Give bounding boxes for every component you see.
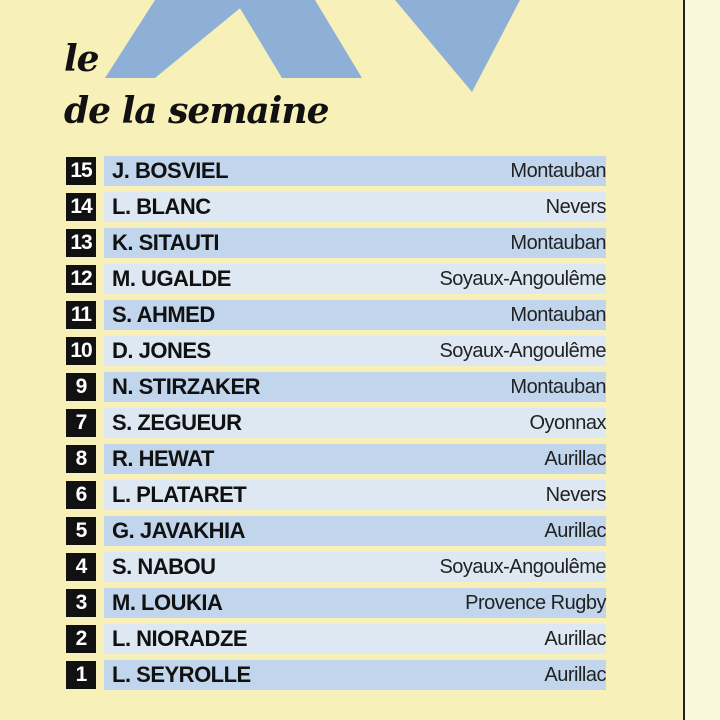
- player-bar: S. NABOU Soyaux-Angoulême: [104, 552, 606, 582]
- player-row: 8 R. HEWAT Aurillac: [66, 443, 606, 479]
- player-club: Soyaux-Angoulême: [439, 339, 606, 362]
- player-bar: S. AHMED Montauban: [104, 300, 606, 330]
- player-bar: K. SITAUTI Montauban: [104, 228, 606, 258]
- player-name: L. BLANC: [112, 194, 211, 219]
- player-bar: S. ZEGUEUR Oyonnax: [104, 408, 606, 438]
- player-bar: J. BOSVIEL Montauban: [104, 156, 606, 186]
- player-name: J. BOSVIEL: [112, 158, 229, 183]
- player-bar: M. UGALDE Soyaux-Angoulême: [104, 264, 606, 294]
- player-name: L. SEYROLLE: [112, 662, 251, 687]
- player-name: M. LOUKIA: [112, 590, 223, 615]
- player-name: G. JAVAKHIA: [112, 518, 246, 543]
- page-edge-strip: [685, 0, 720, 720]
- jersey-number-badge: 3: [66, 589, 96, 617]
- jersey-number-badge: 12: [66, 265, 96, 293]
- player-bar: G. JAVAKHIA Aurillac: [104, 516, 606, 546]
- logo-v-shape: [395, 0, 520, 92]
- player-row: 7 S. ZEGUEUR Oyonnax: [66, 407, 606, 443]
- player-row: 10 D. JONES Soyaux-Angoulême: [66, 335, 606, 371]
- jersey-number-badge: 5: [66, 517, 96, 545]
- player-name: K. SITAUTI: [112, 230, 220, 255]
- player-name: S. ZEGUEUR: [112, 410, 242, 435]
- player-row: 6 L. PLATARET Nevers: [66, 479, 607, 515]
- logo-x-left-stroke: [105, 0, 250, 78]
- player-club: Montauban: [510, 303, 606, 326]
- player-club: Aurillac: [544, 519, 606, 542]
- title-de-la-semaine: de la semaine: [64, 90, 329, 132]
- player-bar: N. STIRZAKER Montauban: [104, 372, 606, 402]
- player-bar: M. LOUKIA Provence Rugby: [104, 588, 606, 618]
- jersey-number-badge: 11: [66, 301, 96, 329]
- jersey-number-badge: 14: [66, 193, 96, 221]
- player-club: Aurillac: [544, 627, 606, 650]
- jersey-number-badge: 2: [66, 625, 96, 653]
- player-row: 9 N. STIRZAKER Montauban: [66, 371, 606, 407]
- player-name: M. UGALDE: [112, 266, 231, 291]
- player-club: Montauban: [510, 375, 606, 398]
- player-club: Nevers: [545, 483, 607, 506]
- player-name: D. JONES: [112, 338, 211, 363]
- jersey-number-badge: 8: [66, 445, 96, 473]
- jersey-number-badge: 15: [66, 157, 96, 185]
- jersey-number-badge: 4: [66, 553, 96, 581]
- player-row: 11 S. AHMED Montauban: [66, 299, 606, 335]
- player-club: Montauban: [510, 231, 606, 254]
- title-le: le: [64, 38, 100, 80]
- player-club: Soyaux-Angoulême: [439, 555, 606, 578]
- player-name: S. NABOU: [112, 554, 216, 579]
- player-bar: L. SEYROLLE Aurillac: [104, 660, 606, 690]
- jersey-number-badge: 10: [66, 337, 96, 365]
- player-name: R. HEWAT: [112, 446, 214, 471]
- player-name: S. AHMED: [112, 302, 215, 327]
- page-divider-line: [683, 0, 685, 720]
- player-row: 15 J. BOSVIEL Montauban: [66, 155, 606, 191]
- player-bar: L. BLANC Nevers: [104, 192, 607, 222]
- player-row: 13 K. SITAUTI Montauban: [66, 227, 606, 263]
- jersey-number-badge: 9: [66, 373, 96, 401]
- logo-x-right-stroke: [235, 0, 362, 78]
- player-club: Montauban: [510, 159, 606, 182]
- player-name: L. NIORADZE: [112, 626, 248, 651]
- player-bar: R. HEWAT Aurillac: [104, 444, 606, 474]
- player-club: Aurillac: [544, 447, 606, 470]
- player-club: Oyonnax: [529, 411, 606, 434]
- jersey-number-badge: 6: [66, 481, 96, 509]
- team-roster-list: 15 J. BOSVIEL Montauban 14 L. BLANC Nevers 13 K…: [66, 155, 607, 695]
- player-row: 5 G. JAVAKHIA Aurillac: [66, 515, 606, 551]
- player-row: 14 L. BLANC Nevers: [66, 191, 607, 227]
- player-club: Nevers: [545, 195, 607, 218]
- player-bar: D. JONES Soyaux-Angoulême: [104, 336, 606, 366]
- player-bar: L. PLATARET Nevers: [104, 480, 607, 510]
- player-club: Provence Rugby: [465, 591, 606, 614]
- player-bar: L. NIORADZE Aurillac: [104, 624, 606, 654]
- player-club: Soyaux-Angoulême: [439, 267, 606, 290]
- jersey-number-badge: 1: [66, 661, 96, 689]
- player-row: 3 M. LOUKIA Provence Rugby: [66, 587, 606, 623]
- player-row: 2 L. NIORADZE Aurillac: [66, 623, 606, 659]
- jersey-number-badge: 7: [66, 409, 96, 437]
- player-row: 1 L. SEYROLLE Aurillac: [66, 659, 606, 695]
- player-row: 12 M. UGALDE Soyaux-Angoulême: [66, 263, 606, 299]
- player-name: N. STIRZAKER: [112, 374, 261, 399]
- player-club: Aurillac: [544, 663, 606, 686]
- jersey-number-badge: 13: [66, 229, 96, 257]
- player-name: L. PLATARET: [112, 482, 247, 507]
- player-row: 4 S. NABOU Soyaux-Angoulême: [66, 551, 606, 587]
